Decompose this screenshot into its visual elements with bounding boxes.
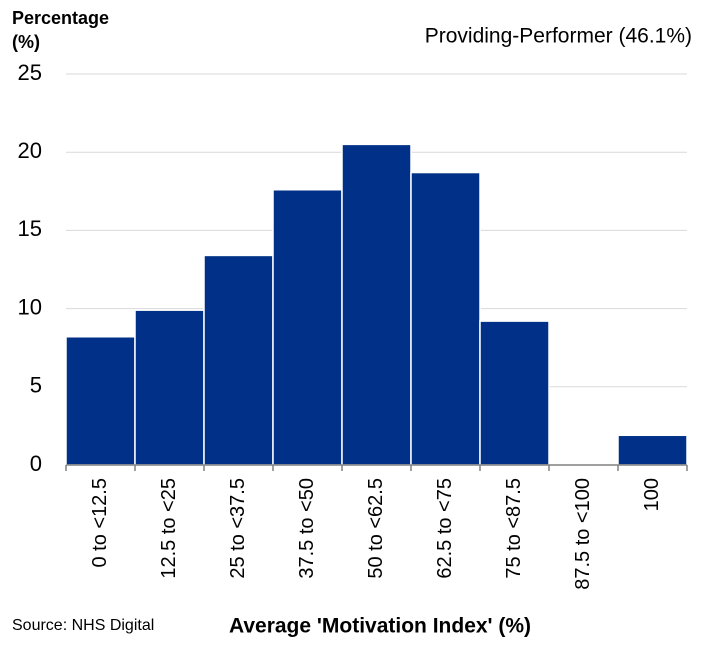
annotation: Providing-Performer (46.1%)	[425, 25, 692, 48]
y-tick-label: 25	[18, 60, 42, 85]
y-tick-label: 20	[18, 138, 42, 163]
bar	[479, 320, 550, 466]
x-tick-label: 50 to <62.5	[365, 478, 387, 579]
y-tick-label: 10	[18, 294, 42, 319]
y-axis-title: Percentage (%)	[12, 8, 110, 52]
bar	[341, 143, 412, 466]
bar	[410, 171, 481, 466]
source: Source: NHS Digital	[12, 617, 154, 634]
x-tick-label: 100	[641, 478, 663, 511]
x-tick-label: 37.5 to <50	[296, 478, 318, 579]
x-tick-label: 62.5 to <75	[434, 478, 456, 579]
x-tick-label: 87.5 to <100	[572, 478, 594, 590]
y-tick-label: 15	[18, 216, 42, 241]
bar	[272, 188, 343, 466]
x-axis-title: Average 'Motivation Index' (%)	[229, 615, 531, 638]
x-tick-label: 0 to <12.5	[89, 478, 111, 568]
x-tick-label: 25 to <37.5	[227, 478, 249, 579]
y-tick-label: 5	[30, 373, 42, 398]
y-tick-label: 0	[30, 451, 42, 476]
bar	[203, 254, 274, 466]
x-tick-label: 12.5 to <25	[158, 478, 180, 579]
bar	[617, 434, 688, 466]
bar	[134, 309, 205, 466]
bar	[65, 336, 136, 466]
x-tick-label: 75 to <87.5	[503, 478, 525, 579]
